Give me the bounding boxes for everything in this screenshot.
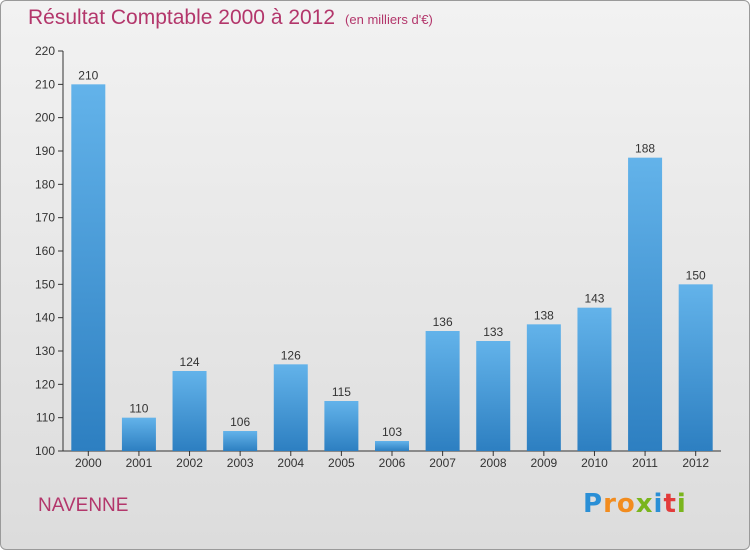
x-tick-label: 2008	[480, 456, 507, 470]
y-tick-label: 210	[35, 77, 55, 91]
bar	[628, 157, 663, 451]
logo-letter: o	[616, 489, 636, 519]
x-tick-label: 2005	[328, 456, 355, 470]
bar	[678, 284, 713, 451]
logo-letter: i	[653, 489, 664, 519]
y-tick-label: 140	[35, 311, 55, 325]
bar-value-label: 150	[686, 268, 706, 282]
bar	[425, 331, 460, 451]
x-tick-label: 2002	[176, 456, 203, 470]
bar-value-label: 133	[483, 325, 503, 339]
bar-value-label: 188	[635, 142, 655, 156]
bar	[71, 84, 106, 451]
y-tick-label: 200	[35, 111, 55, 125]
y-tick-label: 120	[35, 377, 55, 391]
bar	[526, 324, 561, 451]
bar-value-label: 124	[180, 355, 200, 369]
bar-value-label: 103	[382, 425, 402, 439]
bar-value-label: 115	[332, 385, 351, 399]
y-tick-label: 150	[35, 277, 55, 291]
x-tick-label: 2010	[581, 456, 608, 470]
x-tick-label: 2007	[429, 456, 456, 470]
y-tick-label: 110	[36, 411, 55, 425]
logo-letter: t	[663, 489, 677, 519]
y-tick-label: 170	[35, 211, 55, 225]
bar	[172, 371, 207, 451]
bar-value-label: 126	[281, 348, 301, 362]
bars	[71, 84, 713, 451]
x-tick-label: 2012	[682, 456, 709, 470]
x-tick-label: 2004	[277, 456, 304, 470]
x-tick-label: 2011	[632, 456, 658, 470]
bar	[121, 417, 156, 451]
bar	[375, 441, 409, 451]
bar-value-label: 210	[78, 68, 98, 82]
chart-title: Résultat Comptable 2000 à 2012 (en millie…	[28, 6, 433, 30]
x-tick-label: 2000	[75, 456, 102, 470]
x-tick-label: 2001	[126, 456, 153, 470]
x-tick-label: 2003	[227, 456, 254, 470]
bar	[476, 341, 511, 451]
bar-value-label: 136	[433, 315, 453, 329]
bar-value-label: 106	[230, 415, 250, 429]
bar-value-label: 138	[534, 308, 554, 322]
y-tick-label: 220	[35, 44, 55, 58]
y-tick-label: 190	[35, 144, 55, 158]
y-tick-label: 100	[35, 444, 55, 458]
bar	[273, 364, 308, 451]
bar-value-label: 110	[129, 402, 148, 416]
y-tick-label: 130	[35, 344, 55, 358]
logo-letter: P	[583, 489, 604, 519]
bar	[577, 307, 612, 451]
logo-letter: i	[676, 489, 687, 519]
y-tick-label: 180	[35, 177, 55, 191]
bar	[324, 401, 359, 451]
chart-title-text: Résultat Comptable 2000 à 2012	[28, 6, 336, 29]
value-labels: 210 110 124 106 126 115 103 136 133 138 143 188 150	[78, 68, 706, 439]
y-tick-label: 160	[35, 244, 55, 258]
commune-name: NAVENNE	[38, 495, 129, 516]
logo-letter: x	[635, 489, 654, 519]
x-tick-label: 2006	[379, 456, 406, 470]
x-tick-label: 2009	[530, 456, 557, 470]
bar-value-label: 143	[584, 292, 604, 306]
proxiti-logo: Proxiti	[583, 489, 687, 519]
bar	[223, 431, 258, 451]
chart-subtitle: (en milliers d'€)	[345, 12, 433, 27]
logo-letter: r	[603, 489, 617, 519]
